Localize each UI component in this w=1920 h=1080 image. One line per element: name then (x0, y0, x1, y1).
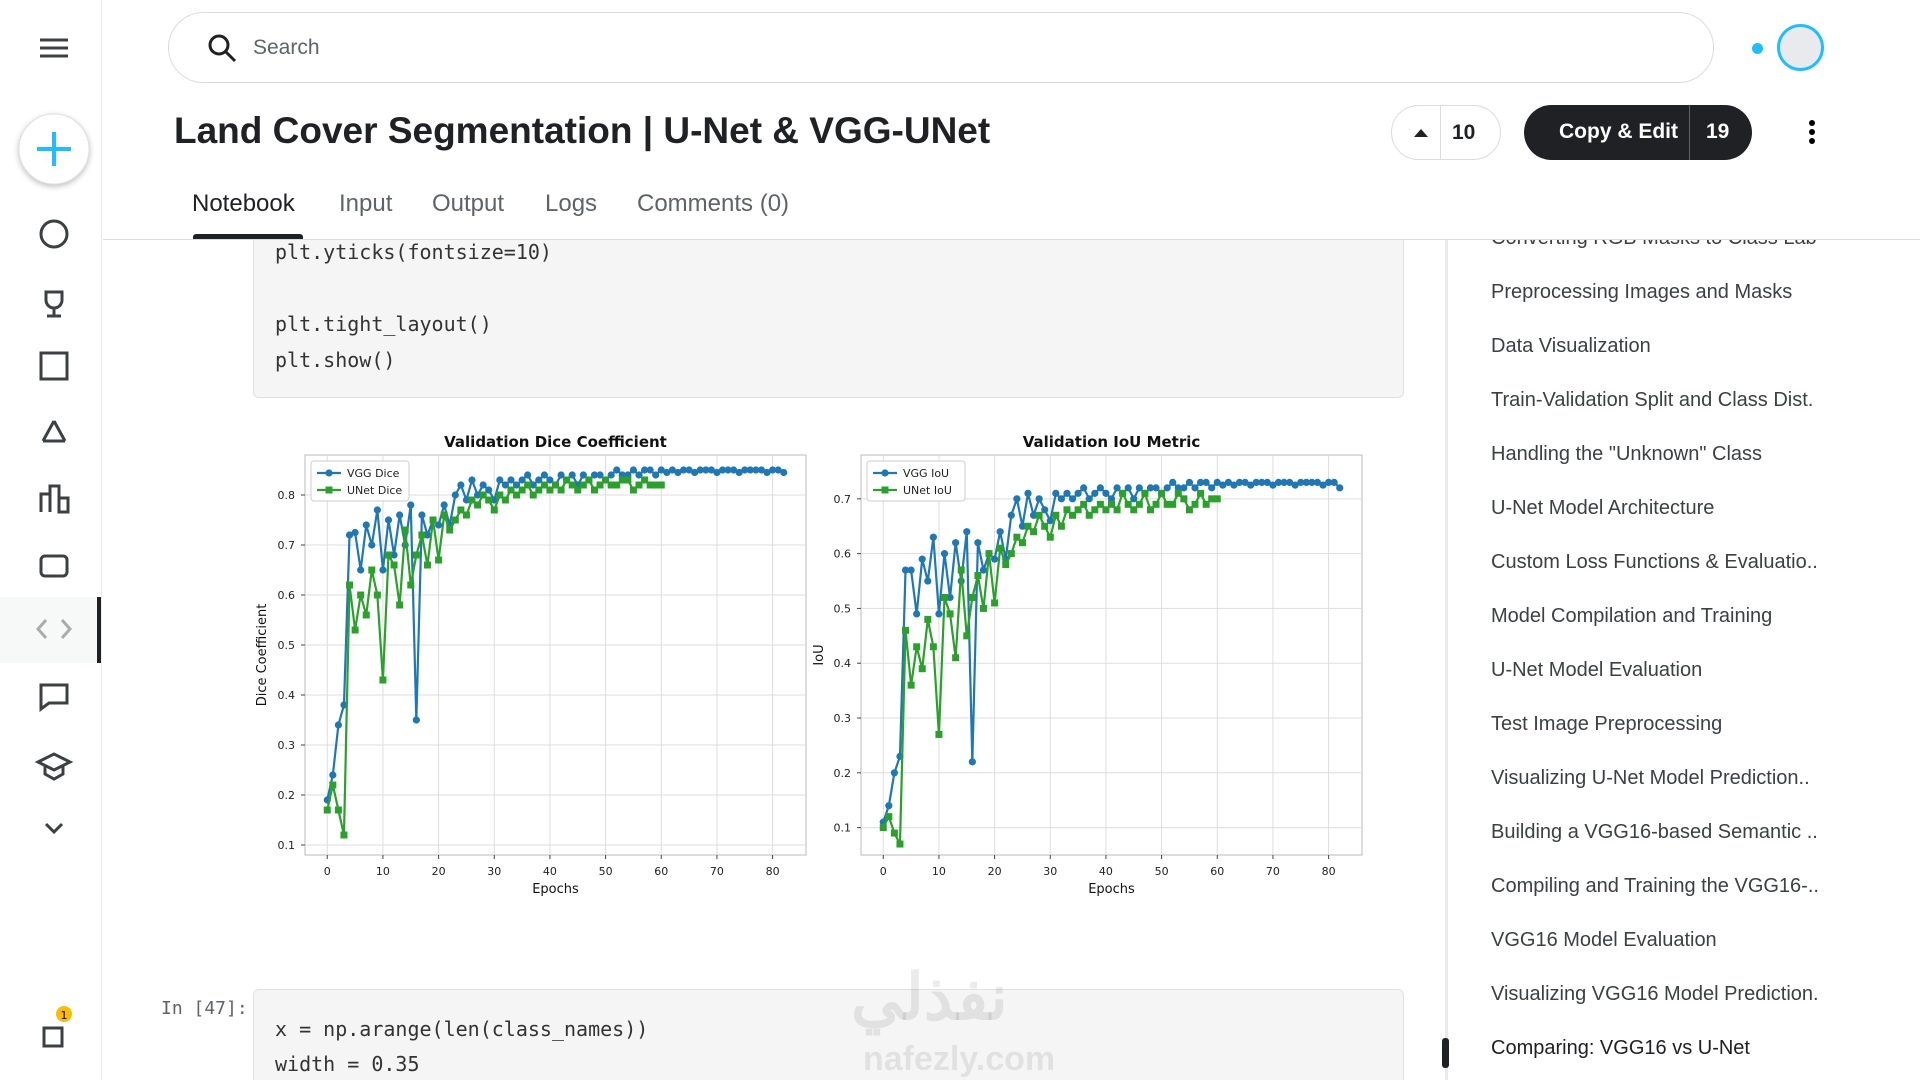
toc-item[interactable]: VGG16 Model Evaluation (1491, 929, 1717, 951)
toc-item[interactable]: Compiling and Training the VGG16-.. (1491, 875, 1819, 897)
search-box[interactable]: Search (168, 12, 1714, 83)
code-line: width = 0.35 (275, 1052, 420, 1076)
badge-count: 1 (61, 1009, 68, 1022)
main-content: plt.yticks(fontsize=10) plt.tight_layout… (103, 240, 1920, 1080)
toc-active-bar (1442, 1038, 1449, 1068)
vote-divider (1440, 106, 1441, 159)
tab[interactable]: Comments (0) (637, 190, 790, 217)
plus-icon (37, 132, 71, 166)
copy-edit-label: Copy & Edit (1559, 120, 1678, 143)
code-line: plt.show() (275, 348, 396, 372)
toc-item[interactable]: Model Compilation and Training (1491, 605, 1773, 627)
sidebar-icons: 1 (0, 38, 102, 1048)
toc-item[interactable]: Custom Loss Functions & Evaluatio.. (1491, 551, 1818, 573)
table-of-contents: Converting RGB Masks to Class Lab Preproc… (103, 240, 1920, 1080)
competitions-icon[interactable] (44, 290, 64, 318)
code-line: plt.yticks(fontsize=10) (275, 240, 552, 264)
tab[interactable]: Notebook (192, 190, 295, 217)
badge (56, 1006, 72, 1022)
toc-item[interactable]: Handling the "Unknown" Class (1491, 443, 1763, 465)
copies-icon[interactable] (42, 1026, 64, 1048)
toc-item[interactable]: Test Image Preprocessing (1491, 713, 1723, 735)
vote-button[interactable]: 10 (1391, 105, 1501, 160)
tab[interactable]: Output (432, 190, 505, 217)
vote-count: 10 (1452, 121, 1476, 144)
header-divider (103, 239, 1920, 240)
explore-icon[interactable] (39, 219, 69, 249)
datasets-icon[interactable] (39, 351, 69, 381)
more-icon[interactable] (44, 822, 64, 835)
bench-icon[interactable] (39, 554, 69, 578)
more-menu[interactable] (1800, 118, 1824, 148)
toc-item[interactable]: U-Net Model Architecture (1491, 497, 1715, 519)
tab-indicator (193, 234, 303, 239)
sidebar: 1 (0, 0, 102, 1080)
notebook-title: Land Cover Segmentation | U-Net & VGG-UN… (174, 110, 991, 151)
toc-item[interactable]: U-Net Model Evaluation (1491, 659, 1703, 681)
code-line: plt.tight_layout() (275, 312, 492, 336)
avatar[interactable] (1777, 24, 1824, 71)
watermark: نفذلي (851, 961, 1008, 1033)
toc-item[interactable]: Preprocessing Images and Masks (1491, 281, 1793, 303)
status-dot (1752, 43, 1763, 54)
toc-item[interactable]: Train-Validation Split and Class Dist. (1491, 389, 1814, 411)
learn-icon[interactable] (34, 752, 74, 781)
toc-rail (1445, 240, 1448, 1080)
toc-item[interactable]: Converting RGB Masks to Class Lab (1491, 240, 1817, 250)
active-nav (0, 597, 102, 663)
upvote-icon (1414, 129, 1428, 137)
copy-count: 19 (1706, 120, 1730, 143)
search-placeholder: Search (253, 36, 320, 59)
toc-item[interactable]: Visualizing U-Net Model Prediction.. (1491, 767, 1810, 789)
code-cell (253, 989, 1404, 1080)
discussion-icon[interactable] (39, 683, 69, 712)
copy-divider (1689, 105, 1690, 160)
cell-prompt: In [47]: (161, 998, 248, 1019)
tab[interactable]: Logs (545, 190, 598, 217)
code-line: x = np.arange(len(class_names)) (275, 1017, 649, 1041)
menu-icon[interactable] (40, 38, 68, 58)
toc-item[interactable]: Visualizing VGG16 Model Prediction. (1491, 983, 1819, 1005)
search-icon (208, 34, 237, 63)
watermark: nafezly.com (863, 1040, 1056, 1078)
leaderboard-icon[interactable] (39, 484, 70, 514)
copy-edit-button[interactable]: Copy & Edit 19 (1524, 105, 1752, 160)
toc-item[interactable]: Building a VGG16-based Semantic .. (1491, 821, 1818, 843)
active-nav-bar (97, 597, 101, 663)
toc-item[interactable]: Comparing: VGG16 vs U-Net (1491, 1037, 1750, 1059)
toc-item[interactable]: Data Visualization (1491, 335, 1651, 357)
models-icon[interactable] (41, 420, 67, 443)
tab[interactable]: Input (339, 190, 393, 217)
code-cell (253, 240, 1404, 398)
